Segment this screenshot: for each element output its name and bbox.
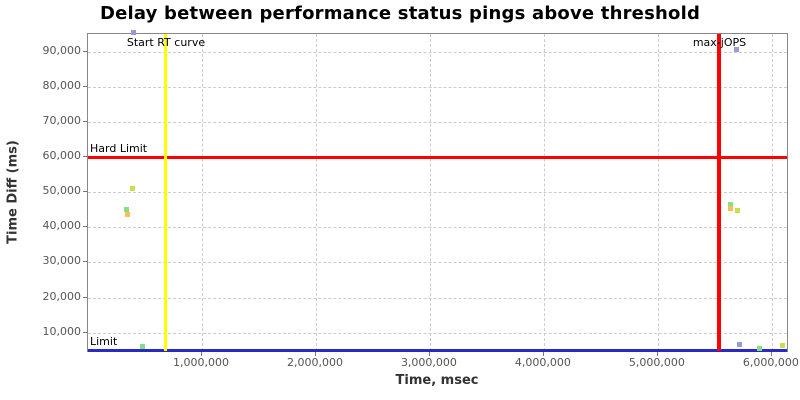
- y-tick-mark: [83, 226, 87, 228]
- y-tick-label: 60,000: [42, 149, 82, 163]
- gridline: [88, 122, 787, 124]
- y-tick-mark: [83, 85, 87, 87]
- data-point-series-yellow-green: [129, 185, 135, 191]
- data-point-series-green: [756, 345, 762, 351]
- gridline: [429, 34, 431, 351]
- hard-limit-line: [88, 156, 787, 160]
- max-jops-label: max-jOPS: [692, 36, 747, 49]
- limit-label: Limit: [90, 335, 118, 349]
- max-jops-line: [717, 34, 722, 351]
- data-point-series-yellow-green: [735, 207, 741, 213]
- gridline: [315, 34, 317, 351]
- y-tick-label: 50,000: [42, 184, 82, 198]
- x-tick-mark: [542, 352, 544, 356]
- x-tick-mark: [200, 352, 202, 356]
- start-rt-curve-line: [164, 34, 168, 351]
- data-point-series-blue: [131, 30, 137, 36]
- y-tick-mark: [83, 331, 87, 333]
- x-tick-mark: [770, 352, 772, 356]
- x-tick-mark: [314, 352, 316, 356]
- gridline: [88, 192, 787, 194]
- x-tick-mark: [656, 352, 658, 356]
- y-tick-label: 20,000: [42, 289, 82, 303]
- y-tick-mark: [83, 50, 87, 52]
- x-tick-label: 6,000,000: [742, 356, 799, 369]
- gridline: [88, 51, 787, 53]
- x-tick-label: 5,000,000: [628, 356, 685, 369]
- gridline: [88, 227, 787, 229]
- plot-area: Hard Limit Limit Start RT curve max-jOPS: [87, 30, 788, 353]
- data-point-series-green: [140, 343, 146, 349]
- data-point-series-blue: [734, 46, 740, 52]
- y-tick-label: 70,000: [42, 114, 82, 128]
- y-tick-label: 30,000: [42, 254, 82, 268]
- gridline: [88, 297, 787, 299]
- x-tick-label: 4,000,000: [514, 356, 571, 369]
- gridline: [88, 262, 787, 264]
- y-tick-label: 10,000: [42, 324, 82, 338]
- x-tick-label: 3,000,000: [400, 356, 457, 369]
- gridline: [771, 34, 773, 351]
- data-point-series-green: [728, 202, 734, 208]
- y-tick-mark: [83, 156, 87, 158]
- hard-limit-label: Hard Limit: [90, 142, 148, 156]
- y-tick-mark: [83, 191, 87, 193]
- y-tick-label: 40,000: [42, 219, 82, 233]
- start-rt-curve-label: Start RT curve: [126, 36, 206, 49]
- gridline: [88, 86, 787, 88]
- data-point-series-orange: [728, 205, 734, 211]
- gridline: [201, 34, 203, 351]
- y-tick-mark: [83, 121, 87, 123]
- gridline: [543, 34, 545, 351]
- y-tick-mark: [83, 261, 87, 263]
- data-point-series-yellow-green: [779, 343, 785, 349]
- x-tick-label: 2,000,000: [286, 356, 343, 369]
- data-point-series-blue: [737, 341, 743, 347]
- y-tick-label: 90,000: [42, 43, 82, 57]
- gridline: [657, 34, 659, 351]
- gridline: [88, 332, 787, 334]
- data-point-series-orange: [125, 211, 131, 217]
- limit-line: [88, 349, 787, 353]
- x-tick-label: 1,000,000: [172, 356, 229, 369]
- x-tick-mark: [428, 352, 430, 356]
- chart-title: Delay between performance status pings a…: [99, 3, 701, 24]
- data-point-series-green: [124, 206, 130, 212]
- y-tick-mark: [83, 296, 87, 298]
- y-tick-label: 80,000: [42, 78, 82, 92]
- x-axis-title: Time, msec: [395, 373, 479, 388]
